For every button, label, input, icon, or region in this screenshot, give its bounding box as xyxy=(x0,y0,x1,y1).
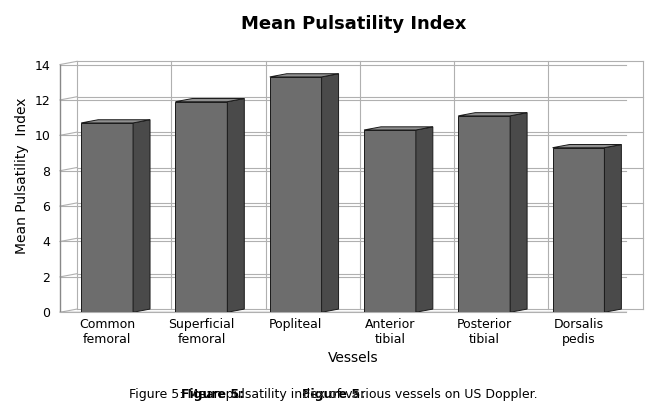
Bar xyxy=(175,102,227,312)
Text: Figure 5:: Figure 5: xyxy=(181,388,245,401)
Polygon shape xyxy=(133,120,150,312)
Text: Figure 5:: Figure 5: xyxy=(302,388,365,401)
Polygon shape xyxy=(604,144,622,312)
Title: Mean Pulsatility Index: Mean Pulsatility Index xyxy=(241,15,466,33)
Bar xyxy=(269,77,321,312)
Polygon shape xyxy=(458,112,527,116)
Polygon shape xyxy=(321,74,339,312)
Polygon shape xyxy=(81,120,150,123)
Polygon shape xyxy=(552,144,622,148)
Polygon shape xyxy=(416,127,433,312)
Bar xyxy=(458,116,510,312)
Polygon shape xyxy=(364,127,433,130)
Bar xyxy=(81,123,133,312)
Y-axis label: Mean Pulsatility  Index: Mean Pulsatility Index xyxy=(15,98,29,254)
Polygon shape xyxy=(510,112,527,312)
Polygon shape xyxy=(227,99,244,312)
Polygon shape xyxy=(175,99,244,102)
Text: Figure 5: Mean pulsatility index of various vessels on US Doppler.: Figure 5: Mean pulsatility index of vari… xyxy=(129,388,538,401)
Bar xyxy=(364,130,416,312)
Bar xyxy=(552,148,604,312)
X-axis label: Vessels: Vessels xyxy=(328,351,379,365)
Text: Figure 5: Mean pulsatility index of various vessels on US Doppler.: Figure 5: Mean pulsatility index of vari… xyxy=(129,388,538,401)
Polygon shape xyxy=(269,74,339,77)
